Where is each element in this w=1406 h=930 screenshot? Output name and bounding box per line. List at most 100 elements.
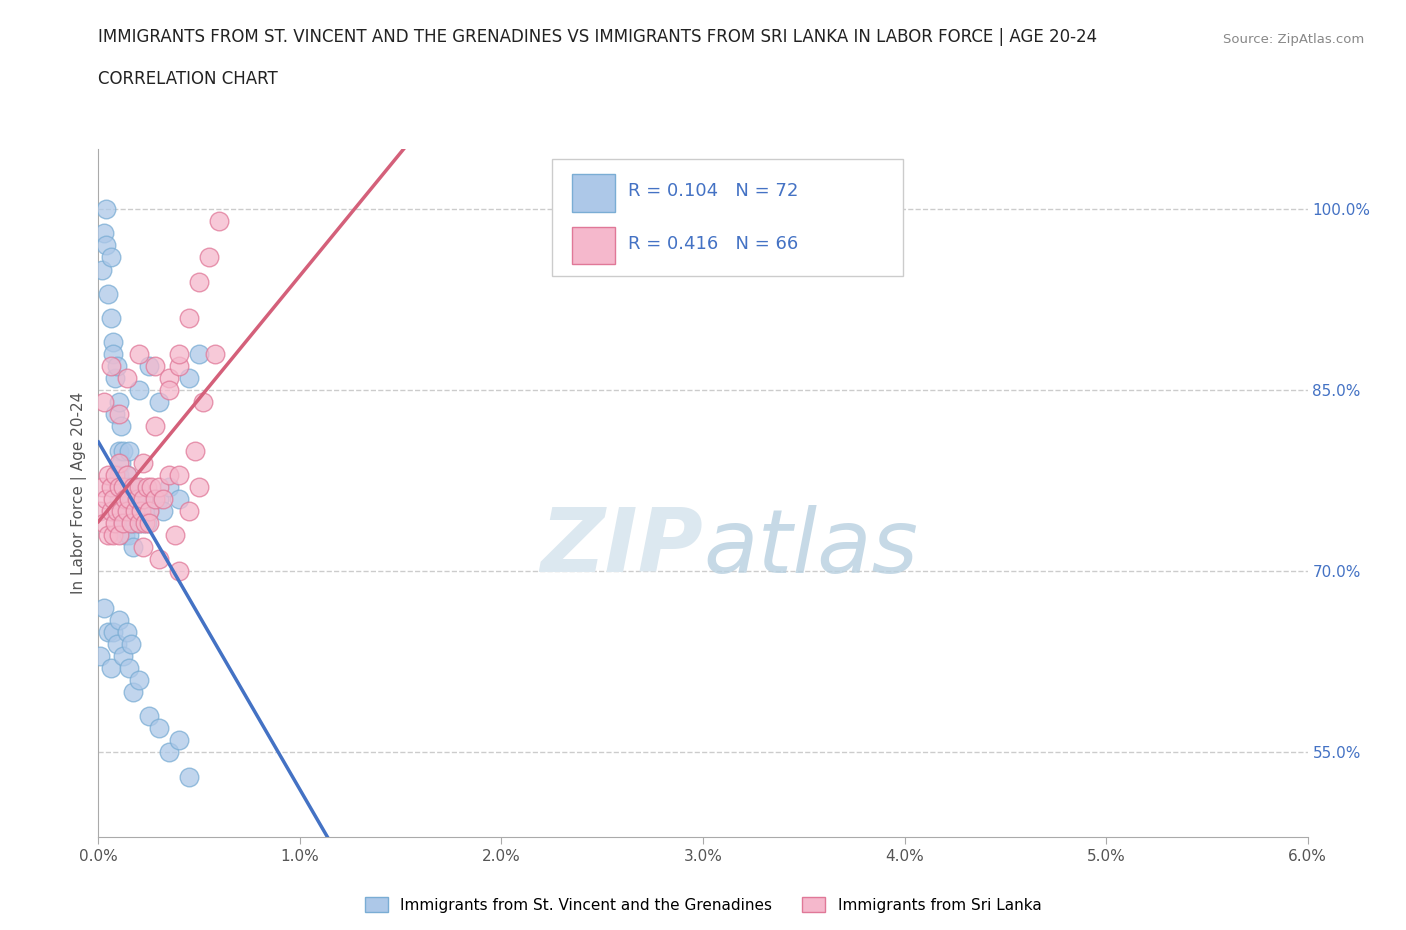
- Point: [111, 515, 134, 530]
- Point: [167, 468, 190, 483]
- Point: [115, 503, 138, 518]
- Point: [107, 491, 129, 506]
- Point: [128, 383, 150, 398]
- Point: [128, 347, 150, 362]
- Point: [110, 503, 132, 518]
- Point: [124, 480, 146, 495]
- Point: [129, 503, 152, 518]
- Point: [167, 564, 190, 578]
- Point: [135, 515, 157, 530]
- Point: [97, 468, 120, 483]
- Point: [184, 444, 207, 458]
- Bar: [572, 174, 614, 212]
- Text: Source: ZipAtlas.com: Source: ZipAtlas.com: [1223, 33, 1364, 46]
- Point: [143, 419, 166, 434]
- Point: [139, 480, 162, 495]
- Point: [93, 515, 115, 530]
- Point: [157, 468, 180, 483]
- Point: [120, 515, 142, 530]
- Point: [179, 371, 201, 386]
- Point: [100, 660, 122, 675]
- Point: [91, 480, 114, 495]
- Point: [111, 515, 134, 530]
- Point: [143, 359, 166, 374]
- Point: [138, 515, 160, 530]
- Point: [125, 491, 148, 506]
- Text: atlas: atlas: [703, 505, 918, 591]
- Point: [107, 407, 129, 422]
- Point: [188, 480, 211, 495]
- Point: [198, 250, 221, 265]
- Point: [121, 480, 143, 495]
- Text: R = 0.416   N = 66: R = 0.416 N = 66: [628, 234, 799, 253]
- Point: [105, 503, 128, 518]
- Point: [118, 444, 141, 458]
- Point: [107, 612, 129, 627]
- Point: [97, 286, 120, 301]
- Point: [157, 383, 180, 398]
- Point: [128, 515, 150, 530]
- Point: [138, 503, 160, 518]
- Point: [101, 624, 124, 639]
- Point: [135, 480, 157, 495]
- Point: [188, 347, 211, 362]
- Point: [107, 480, 129, 495]
- Point: [101, 491, 124, 506]
- Point: [110, 419, 132, 434]
- Point: [120, 636, 142, 651]
- Point: [128, 672, 150, 687]
- Point: [157, 480, 180, 495]
- Point: [93, 600, 115, 615]
- Point: [107, 456, 129, 471]
- Point: [114, 491, 136, 506]
- Point: [115, 503, 138, 518]
- Point: [100, 311, 122, 325]
- Point: [93, 226, 115, 241]
- Point: [121, 503, 143, 518]
- Point: [134, 515, 156, 530]
- Point: [93, 395, 115, 410]
- Point: [96, 202, 118, 217]
- Point: [89, 503, 111, 518]
- Point: [100, 250, 122, 265]
- Point: [118, 480, 141, 495]
- Point: [115, 371, 138, 386]
- Point: [208, 214, 231, 229]
- Point: [121, 684, 143, 699]
- Point: [167, 733, 190, 748]
- Point: [110, 456, 132, 471]
- Point: [152, 491, 174, 506]
- Point: [96, 238, 118, 253]
- Point: [128, 491, 150, 506]
- Point: [124, 515, 146, 530]
- Text: ZIP: ZIP: [540, 504, 703, 591]
- Point: [107, 444, 129, 458]
- Point: [167, 491, 190, 506]
- Point: [157, 745, 180, 760]
- Point: [193, 395, 215, 410]
- Point: [103, 371, 125, 386]
- Point: [132, 491, 155, 506]
- Point: [103, 468, 125, 483]
- Point: [132, 456, 155, 471]
- Point: [120, 491, 142, 506]
- Point: [152, 503, 174, 518]
- Point: [129, 503, 152, 518]
- Point: [91, 262, 114, 277]
- Point: [167, 359, 190, 374]
- Point: [118, 660, 141, 675]
- Point: [132, 539, 155, 554]
- Point: [107, 527, 129, 542]
- Point: [142, 491, 165, 506]
- Point: [143, 491, 166, 506]
- Point: [111, 648, 134, 663]
- Point: [163, 527, 186, 542]
- Point: [188, 274, 211, 289]
- Point: [148, 551, 170, 566]
- Bar: [572, 227, 614, 264]
- Point: [148, 721, 170, 736]
- Point: [128, 515, 150, 530]
- Point: [157, 371, 180, 386]
- Point: [105, 359, 128, 374]
- Point: [148, 491, 170, 506]
